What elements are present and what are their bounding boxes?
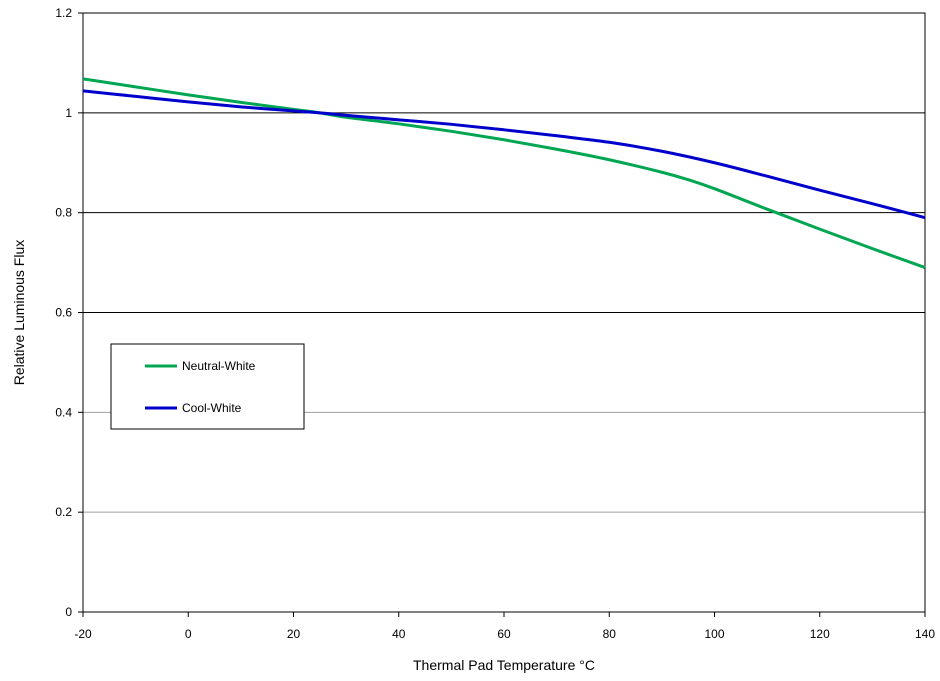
axis-ticks: 00.20.40.60.811.2-20 0 20 40 60 80 100 120 140: [55, 6, 935, 641]
x-tick-label: 60: [497, 627, 511, 641]
y-tick-label: 1: [65, 106, 72, 120]
y-tick-label: 0.2: [55, 505, 72, 519]
x-tick-label: 80: [603, 627, 617, 641]
legend-box: [110, 343, 305, 430]
legend: Neutral-White Cool-White: [110, 343, 305, 430]
y-tick-label: 0: [65, 605, 72, 619]
legend-label: Neutral-White: [182, 359, 256, 373]
x-tick-label: 20: [287, 627, 301, 641]
y-axis-title: Relative Luminous Flux: [11, 240, 27, 386]
x-tick-label: 140: [915, 627, 935, 641]
x-tick-label: -20: [74, 627, 92, 641]
y-tick-label: 0.4: [55, 405, 72, 419]
x-tick-label: 120: [810, 627, 830, 641]
x-tick-label: 40: [392, 627, 406, 641]
series-line-neutral-white: [82, 77, 926, 269]
series-lines: [82, 77, 926, 269]
series-line-cool-white: [82, 89, 926, 220]
x-axis-title: Thermal Pad Temperature °C: [413, 657, 595, 673]
y-tick-label: 0.6: [55, 306, 72, 320]
y-tick-label: 0.8: [55, 206, 72, 220]
gridlines: [83, 112, 925, 513]
x-tick-label: 100: [704, 627, 724, 641]
y-tick-label: 1.2: [55, 6, 72, 20]
x-tick-label: 0: [185, 627, 192, 641]
legend-label: Cool-White: [182, 401, 242, 415]
